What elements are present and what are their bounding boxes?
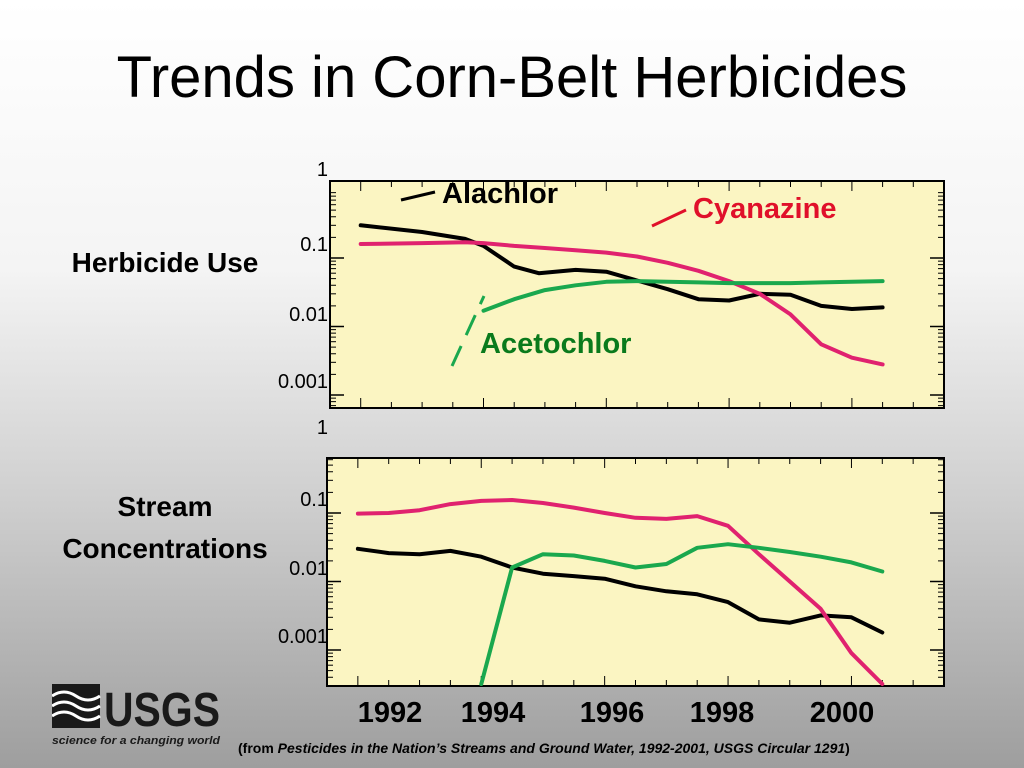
usgs-logo-text: USGS xyxy=(104,684,220,737)
plot-area-stream xyxy=(326,457,945,687)
panel-label-stream-concentrations: Stream Concentrations xyxy=(62,491,268,564)
y-tick-label: 0.1 xyxy=(300,489,328,511)
annotation-alachlor: Alachlor xyxy=(442,178,558,210)
series-line-cyanazine-use xyxy=(358,240,885,367)
series-line-acetochlor-stream xyxy=(479,542,885,686)
annotation-acetochlor: Acetochlor xyxy=(480,328,631,360)
citation-open: (from xyxy=(238,740,278,756)
x-tick-label: 2000 xyxy=(810,697,875,729)
series-line-cyanazine-stream xyxy=(355,498,885,686)
x-tick-label: 1994 xyxy=(461,697,526,729)
y-tick-label: 0.1 xyxy=(300,234,328,256)
y-tick-label: 0.001 xyxy=(278,371,328,393)
y-tick-label: 0.01 xyxy=(289,304,328,326)
leader-alachlor xyxy=(400,190,436,202)
series-line-alachlor-stream xyxy=(355,546,885,635)
y-tick-label: 1 xyxy=(317,159,328,181)
series-line-acetochlor-use xyxy=(481,279,885,313)
y-tick-label: 0.001 xyxy=(278,626,328,648)
y-tick-label: 0.01 xyxy=(289,558,328,580)
leader-acetochlor xyxy=(450,295,486,367)
usgs-logo: USGS science for a changing world xyxy=(52,684,220,747)
leader-cyanazine xyxy=(651,208,687,228)
usgs-wave-icon xyxy=(52,684,101,728)
citation-close: ) xyxy=(845,740,850,756)
citation-title: Pesticides in the Nation’s Streams and G… xyxy=(277,740,846,756)
x-tick-label: 1992 xyxy=(358,697,423,729)
usgs-tagline: science for a changing world xyxy=(52,735,220,747)
x-tick-label: 1996 xyxy=(580,697,645,729)
annotation-cyanazine: Cyanazine xyxy=(693,193,836,225)
citation: (from Pesticides in the Nation’s Streams… xyxy=(238,740,850,756)
panel-label-herbicide-use: Herbicide Use xyxy=(71,247,259,278)
x-tick-label: 1998 xyxy=(690,697,755,729)
y-tick-label: 1 xyxy=(317,417,328,439)
slide-title: Trends in Corn-Belt Herbicides xyxy=(116,45,908,110)
plot-area-use xyxy=(329,180,945,409)
